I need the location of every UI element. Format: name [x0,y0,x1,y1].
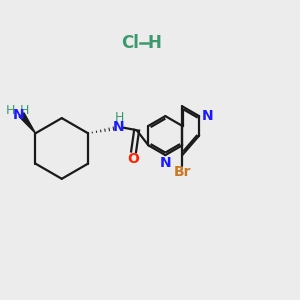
Polygon shape [19,113,35,133]
Text: H: H [20,104,29,117]
Text: N: N [13,108,24,122]
Text: N: N [202,109,214,123]
Text: O: O [128,152,140,166]
Text: H: H [114,111,124,124]
Text: N: N [160,155,171,170]
Text: H: H [6,104,15,117]
Text: N: N [113,120,125,134]
Text: H: H [148,34,162,52]
Text: Cl: Cl [121,34,139,52]
Text: Br: Br [173,165,191,179]
